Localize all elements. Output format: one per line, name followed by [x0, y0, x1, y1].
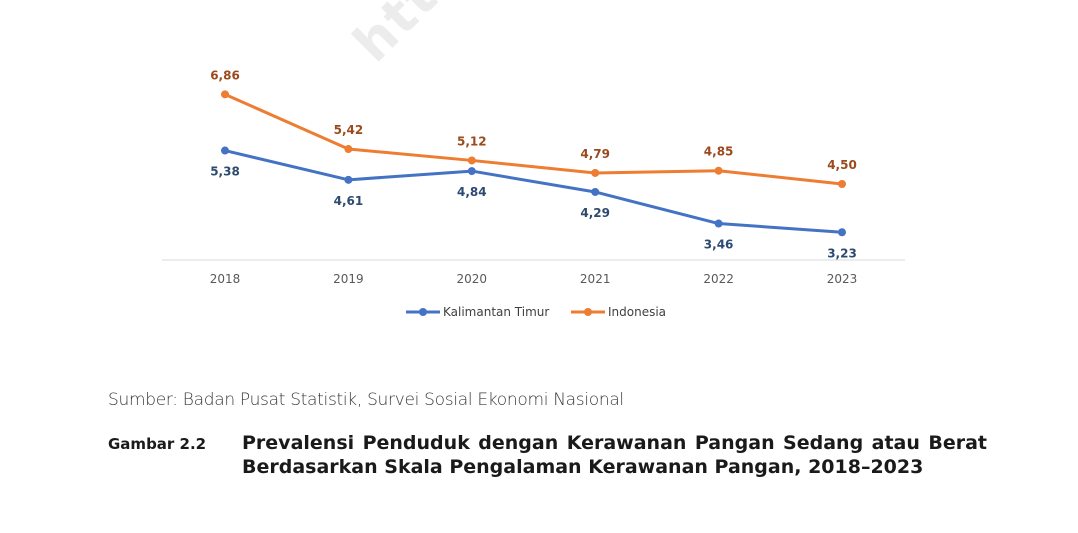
- data-label-kalimantan-timur-2023: 3,23: [827, 246, 857, 260]
- data-point-indonesia-2020: [467, 156, 476, 165]
- x-tick-label-2018: 2018: [210, 272, 241, 286]
- data-label-indonesia-2018: 6,86: [210, 68, 240, 82]
- x-tick-label-2020: 2020: [457, 272, 488, 286]
- data-label-indonesia-2021: 4,79: [580, 147, 610, 161]
- x-tick-label-2019: 2019: [333, 272, 364, 286]
- data-point-indonesia-2018: [221, 90, 229, 99]
- data-point-kalimantan-timur-2023: [838, 228, 846, 237]
- source-note: Sumber: Badan Pusat Statistik, Survei So…: [108, 390, 624, 410]
- figure-title: Prevalensi Penduduk dengan Kerawanan Pan…: [242, 432, 987, 478]
- data-label-indonesia-2019: 5,42: [334, 123, 364, 137]
- data-point-kalimantan-timur-2019: [344, 175, 353, 184]
- data-point-indonesia-2021: [591, 168, 600, 177]
- legend-label-kalimantan-timur: Kalimantan Timur: [443, 305, 549, 319]
- data-point-indonesia-2019: [344, 145, 353, 154]
- data-label-kalimantan-timur-2022: 3,46: [704, 238, 734, 252]
- data-label-kalimantan-timur-2019: 4,61: [334, 194, 364, 208]
- data-point-kalimantan-timur-2022: [714, 219, 723, 228]
- data-label-indonesia-2020: 5,12: [457, 134, 487, 148]
- data-label-kalimantan-timur-2021: 4,29: [580, 206, 610, 220]
- figure-label: Gambar 2.2: [108, 435, 207, 453]
- data-point-kalimantan-timur-2018: [221, 146, 229, 155]
- data-point-kalimantan-timur-2021: [591, 187, 600, 196]
- series-line-kalimantan-timur: [224, 149, 843, 234]
- series-line-indonesia: [224, 92, 843, 186]
- legend-marker-indonesia: [584, 308, 592, 316]
- legend-label-indonesia: Indonesia: [608, 305, 666, 319]
- x-tick-label-2023: 2023: [827, 272, 858, 286]
- data-label-indonesia-2023: 4,50: [827, 158, 857, 172]
- data-point-indonesia-2023: [838, 180, 846, 188]
- data-label-kalimantan-timur-2018: 5,38: [210, 165, 240, 179]
- x-tick-label-2022: 2022: [703, 272, 734, 286]
- data-point-indonesia-2022: [714, 166, 723, 175]
- data-point-kalimantan-timur-2020: [467, 167, 476, 176]
- data-label-indonesia-2022: 4,85: [704, 145, 734, 159]
- legend-marker-kalimantan-timur: [419, 308, 427, 316]
- data-label-kalimantan-timur-2020: 4,84: [457, 185, 487, 199]
- x-tick-label-2021: 2021: [580, 272, 611, 286]
